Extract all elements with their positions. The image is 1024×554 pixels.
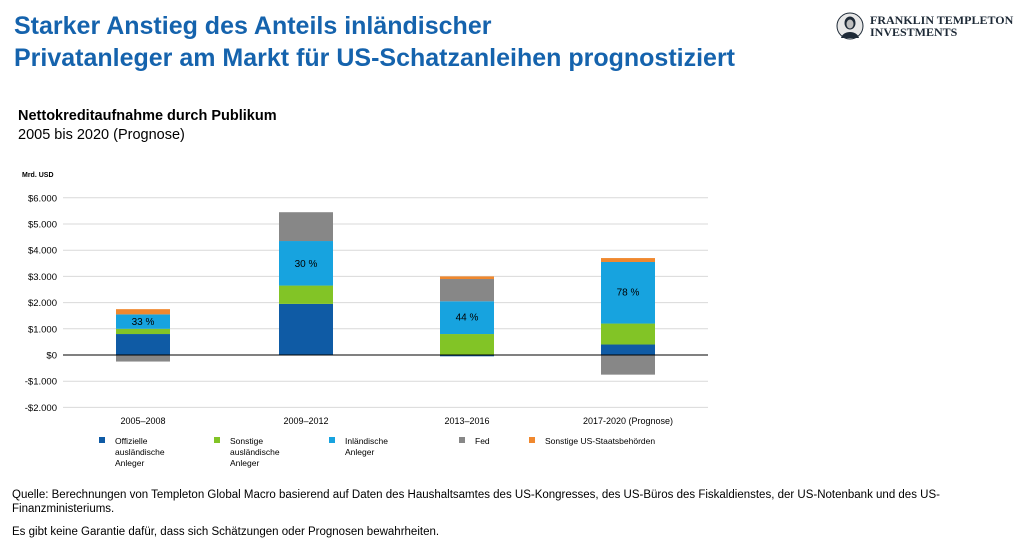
x-tick-label: 2009–2012 [283, 416, 328, 426]
disclaimer: Es gibt keine Garantie dafür, dass sich … [12, 526, 440, 538]
bar-segment-sonstige-us-staatsbeh-rden [601, 258, 655, 262]
franklin-templeton-logo: FRANKLIN TEMPLETON INVESTMENTS [836, 12, 1013, 40]
page-title-line-2: Privatanleger am Markt für US-Schatzanle… [14, 44, 735, 72]
legend-swatch [214, 437, 220, 443]
y-tick-label: $0 [46, 351, 57, 362]
legend-swatch [99, 437, 105, 443]
page-title-line-1: Starker Anstieg des Anteils inländischer [14, 12, 492, 40]
legend-label: ausländische [115, 447, 165, 457]
y-tick-label: $4.000 [28, 246, 57, 257]
source-note-line-2: Finanzministeriums. [12, 503, 115, 515]
share-annotation: 33 % [132, 317, 155, 328]
bar-segment-sonstige-ausl-ndische-anleger [279, 285, 333, 304]
bar-segment-fed [116, 355, 170, 362]
franklin-portrait-icon [836, 12, 864, 40]
share-annotation: 78 % [617, 288, 640, 299]
legend-swatch [459, 437, 465, 443]
y-tick-label: $6.000 [28, 193, 57, 204]
y-tick-label: $5.000 [28, 220, 57, 231]
share-annotation: 44 % [456, 313, 479, 324]
y-tick-label: -$2.000 [25, 403, 57, 414]
bar-segment-sonstige-ausl-ndische-anleger [440, 334, 494, 355]
x-tick-label: 2005–2008 [120, 416, 165, 426]
legend-label: Sonstige [230, 436, 263, 446]
bar-segment-fed [601, 355, 655, 375]
chart-title: Nettokreditaufnahme durch Publikum [18, 108, 277, 124]
bar-segment-sonstige-us-staatsbeh-rden [116, 309, 170, 315]
bar-segment-offizielle-ausl-ndische-anleger [279, 303, 333, 355]
source-note-line-1: Quelle: Berechnungen von Templeton Globa… [12, 489, 940, 501]
share-annotation: 30 % [295, 259, 318, 270]
bar-segment-inl-ndische-anleger [440, 301, 494, 335]
bar-segment-sonstige-ausl-ndische-anleger [601, 323, 655, 345]
legend-label: Anleger [230, 458, 259, 468]
x-tick-label: 2017-2020 (Prognose) [583, 416, 673, 426]
bar-segment-inl-ndische-anleger [601, 261, 655, 324]
bar-segment-inl-ndische-anleger [279, 241, 333, 286]
bar-segment-fed [279, 212, 333, 242]
bar-segment-sonstige-ausl-ndische-anleger [116, 328, 170, 335]
bar-segment-offizielle-ausl-ndische-anleger [601, 344, 655, 355]
bar-segment-offizielle-ausl-ndische-anleger [116, 334, 170, 355]
legend-swatch [529, 437, 535, 443]
logo-text-line-1: FRANKLIN TEMPLETON [870, 12, 1014, 27]
bar-segment-fed [440, 279, 494, 302]
y-axis-unit-label: Mrd. USD [22, 172, 54, 179]
bar-segment-sonstige-us-staatsbeh-rden [440, 276, 494, 280]
legend-label: Anleger [345, 447, 374, 457]
y-tick-label: $2.000 [28, 298, 57, 309]
x-tick-label: 2013–2016 [444, 416, 489, 426]
legend-label: Anleger [115, 458, 144, 468]
y-tick-label: -$1.000 [25, 377, 57, 388]
source-note: Quelle: Berechnungen von Templeton Globa… [12, 488, 1002, 516]
chart-subtitle: 2005 bis 2020 (Prognose) [18, 127, 185, 143]
legend-label: Sonstige US-Staatsbehörden [545, 436, 655, 446]
bar-segment-offizielle-ausl-ndische-anleger [440, 355, 494, 357]
y-tick-label: $3.000 [28, 272, 57, 283]
legend-label: Fed [475, 436, 490, 446]
legend-label: Offizielle [115, 436, 148, 446]
legend-label: Inländische [345, 436, 388, 446]
bar-segment-inl-ndische-anleger [116, 314, 170, 329]
y-tick-label: $1.000 [28, 324, 57, 335]
page-title: Starker Anstieg des Anteils inländischer… [14, 10, 814, 74]
logo-text-line-2: INVESTMENTS [870, 25, 958, 39]
legend-swatch [329, 437, 335, 443]
legend-label: ausländische [230, 447, 280, 457]
